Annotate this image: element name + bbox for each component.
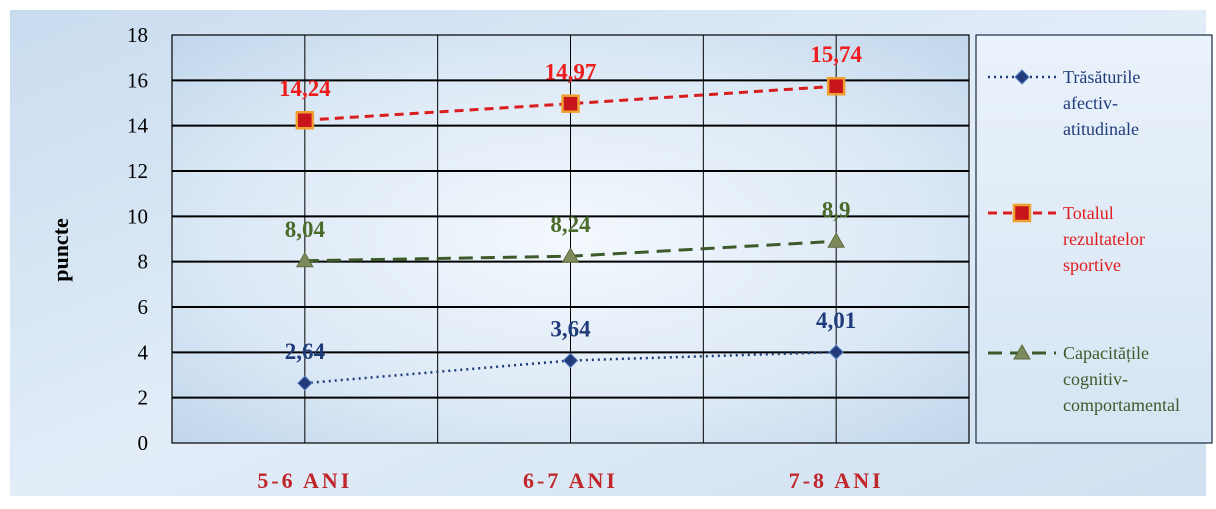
y-tick-label: 2 bbox=[138, 386, 149, 410]
legend-label-cognitiv: Capacitățile bbox=[1063, 343, 1149, 363]
x-tick-label: 5-6 ANI bbox=[257, 468, 352, 493]
data-point-afectiv bbox=[297, 375, 313, 391]
data-label-sportive: 15,74 bbox=[810, 42, 862, 67]
y-tick-label: 4 bbox=[138, 340, 149, 364]
legend-item-cognitiv: Capacitățile cognitiv-comportamental bbox=[988, 343, 1180, 415]
y-tick-label: 8 bbox=[138, 250, 149, 274]
y-tick-label: 16 bbox=[127, 68, 148, 92]
legend-label-afectiv: Trăsăturile bbox=[1063, 67, 1140, 87]
y-tick-label: 14 bbox=[127, 114, 149, 138]
data-labels: 2,64 3,64 4,01 14,24 14,97 15,74 8,04 8,24 8,9 bbox=[279, 42, 863, 364]
legend-label-sportive: rezultatelor bbox=[1063, 229, 1145, 249]
legend-label-afectiv: atitudinale bbox=[1063, 119, 1139, 139]
data-label-afectiv: 2,64 bbox=[285, 339, 326, 364]
data-label-cognitiv: 8,04 bbox=[285, 217, 326, 242]
x-axis-ticks: 5-6 ANI 6-7 ANI 7-8 ANI bbox=[257, 468, 884, 493]
x-tick-label: 7-8 ANI bbox=[789, 468, 884, 493]
legend-marker-cognitiv bbox=[1013, 343, 1031, 360]
y-tick-label: 10 bbox=[127, 204, 148, 228]
series-line-sportive bbox=[304, 84, 837, 122]
legend-label-cognitiv: comportamental bbox=[1063, 395, 1180, 415]
legend-item-sportive: Totalul rezultatelor sportive bbox=[988, 203, 1145, 275]
y-tick-label: 6 bbox=[138, 295, 149, 319]
data-point-sportive bbox=[561, 94, 580, 113]
data-label-cognitiv: 8,24 bbox=[550, 212, 591, 237]
data-label-cognitiv: 8,9 bbox=[822, 197, 851, 222]
y-axis-ticks: 0 2 4 6 8 10 12 14 16 18 bbox=[127, 23, 149, 455]
y-tick-label: 12 bbox=[127, 159, 148, 183]
legend-label-sportive: Totalul bbox=[1063, 203, 1114, 223]
legend-marker-sportive bbox=[1012, 203, 1032, 223]
data-point-afectiv bbox=[562, 352, 579, 369]
y-tick-label: 0 bbox=[138, 431, 149, 455]
x-tick-label: 6-7 ANI bbox=[523, 468, 618, 493]
legend-marker-afectiv bbox=[1014, 69, 1030, 85]
data-point-sportive bbox=[826, 76, 846, 96]
y-axis-label: puncte bbox=[48, 218, 73, 282]
data-point-cognitiv bbox=[295, 251, 314, 268]
data-point-afectiv bbox=[828, 344, 844, 360]
y-tick-label: 18 bbox=[127, 23, 148, 47]
legend-item-afectiv: Trăsăturile afectiv-atitudinale bbox=[988, 67, 1140, 139]
series-layer bbox=[295, 76, 846, 391]
legend: Trăsăturile afectiv-atitudinale Totalul rez… bbox=[988, 67, 1180, 415]
data-label-afectiv: 4,01 bbox=[816, 308, 856, 333]
data-point-cognitiv bbox=[827, 232, 846, 248]
data-point-cognitiv bbox=[561, 247, 580, 263]
data-label-afectiv: 3,64 bbox=[550, 316, 591, 341]
legend-box bbox=[975, 34, 1213, 444]
legend-label-afectiv: afectiv- bbox=[1063, 93, 1118, 113]
legend-label-cognitiv: cognitiv- bbox=[1063, 369, 1128, 389]
legend-label-sportive: sportive bbox=[1063, 255, 1121, 275]
data-label-sportive: 14,97 bbox=[545, 60, 597, 85]
data-label-sportive: 14,24 bbox=[279, 76, 331, 101]
data-point-sportive bbox=[295, 110, 315, 130]
